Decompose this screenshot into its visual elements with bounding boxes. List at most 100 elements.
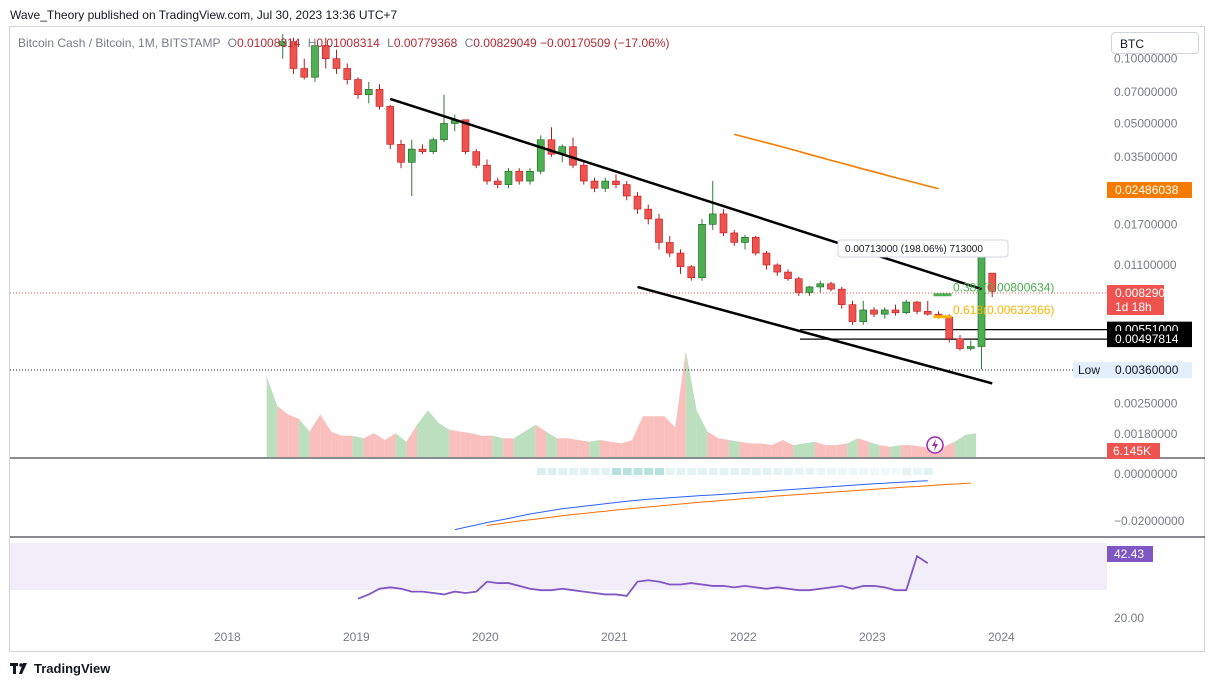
- chart-frame: [9, 26, 1205, 652]
- legend-close-label: C: [464, 36, 474, 50]
- macd-histogram-bar: [827, 468, 836, 475]
- candle-body: [966, 346, 975, 349]
- legend-open-label: O: [227, 36, 237, 50]
- macd-histogram-bar: [612, 468, 621, 475]
- candle-body: [461, 119, 470, 152]
- volume-area: [632, 416, 643, 457]
- candle-body: [300, 68, 309, 78]
- x-axis-tick-label: 2023: [859, 630, 886, 644]
- volume-area: [642, 416, 654, 457]
- volume-area: [847, 438, 858, 457]
- volume-area: [427, 410, 439, 457]
- volume-area: [470, 433, 482, 457]
- volume-area: [524, 424, 536, 457]
- candle-body: [719, 213, 728, 234]
- volume-area: [449, 429, 461, 457]
- footer-brand-text: TradingView: [34, 661, 111, 676]
- macd-histogram-bar: [569, 468, 578, 475]
- volume-area: [707, 431, 719, 457]
- volume-area: [309, 414, 321, 457]
- volume-area: [890, 445, 901, 457]
- volume-area: [438, 423, 450, 457]
- candle-body: [547, 139, 556, 155]
- candle-body: [859, 309, 868, 322]
- candle-body: [601, 180, 610, 189]
- volume-area: [406, 424, 418, 457]
- tradingview-logo-icon: [10, 662, 27, 674]
- volume-area: [954, 434, 966, 457]
- candle-body: [827, 283, 835, 290]
- measure-box: [837, 239, 1009, 258]
- candle-body: [504, 170, 513, 185]
- candle-body: [493, 180, 502, 185]
- volume-area: [696, 410, 708, 457]
- trendline-upper: [389, 97, 982, 291]
- macd-signal-line: [486, 482, 971, 526]
- moving-average-line: [734, 133, 939, 190]
- candle-body: [870, 309, 878, 315]
- candle-body: [794, 278, 803, 293]
- volume-area: [793, 443, 805, 457]
- candle-body: [665, 242, 674, 254]
- last-price-tag-label: 0.00829049: [1115, 286, 1179, 300]
- volume-area: [610, 441, 622, 457]
- volume-area: [825, 445, 837, 457]
- flash-icon-bolt: [932, 439, 938, 451]
- macd-histogram-bar: [859, 468, 869, 475]
- candle-body: [891, 309, 900, 314]
- x-axis-tick-label: 2018: [214, 630, 241, 644]
- y-axis-tick-label: 0.00180000: [1114, 427, 1178, 441]
- low-value-bg: [1107, 362, 1192, 378]
- candle-body: [515, 170, 524, 182]
- legend-change: −0.00170509 (−17.06%): [540, 36, 670, 50]
- ma-price-tag: [1107, 182, 1192, 198]
- macd-histogram-bar: [816, 468, 826, 475]
- volume-area: [771, 440, 783, 457]
- volume-area: [266, 376, 278, 457]
- main-pane: [10, 34, 1107, 457]
- macd-histogram-bar: [784, 468, 793, 475]
- macd-histogram-bar: [923, 468, 933, 475]
- volume-area: [868, 441, 880, 457]
- candle-body: [332, 58, 341, 69]
- legend-symbol[interactable]: Bitcoin Cash / Bitcoin, 1M, BITSTAMP: [18, 36, 221, 50]
- macd-histogram-bar: [805, 468, 815, 475]
- volume-area: [546, 431, 557, 457]
- candle-body: [945, 316, 954, 340]
- macd-histogram-bar: [536, 468, 546, 475]
- volume-area: [804, 441, 815, 457]
- volume-area: [363, 433, 375, 457]
- volume-area: [277, 406, 289, 457]
- macd-histogram-bar: [687, 468, 697, 475]
- candle-body: [816, 283, 825, 288]
- candle-body: [913, 301, 921, 312]
- volume-area: [374, 433, 385, 457]
- volume-area: [782, 440, 794, 457]
- volume-area: [879, 445, 891, 457]
- volume-area: [621, 440, 633, 457]
- flash-icon: [926, 436, 944, 454]
- currency-selector[interactable]: BTC: [1111, 32, 1199, 54]
- macd-histogram-bar: [579, 468, 589, 475]
- volume-tag-label: 6.145K: [1113, 444, 1151, 458]
- macd-histogram-bar: [870, 468, 879, 475]
- low-tag-label: Low: [1078, 363, 1100, 377]
- publisher-line: Wave_Theory published on TradingView.com…: [10, 8, 398, 22]
- volume-area: [578, 440, 590, 457]
- candle-body: [354, 79, 362, 96]
- candle-body: [343, 68, 352, 80]
- candle-body: [848, 304, 857, 322]
- volume-area: [320, 414, 332, 457]
- candle-body: [472, 151, 481, 166]
- horizontal-level-label: 0.00497814: [1115, 332, 1179, 346]
- candle-body: [483, 164, 491, 182]
- fib-level-label: 0.382(0.00800634): [953, 281, 1054, 295]
- candle-body: [590, 180, 599, 189]
- volume-area: [417, 410, 428, 457]
- volume-area: [492, 435, 504, 457]
- footer-brand[interactable]: TradingView: [10, 661, 110, 676]
- candle-body: [880, 309, 889, 315]
- macd-histogram-bar: [601, 468, 611, 475]
- candle-body: [311, 45, 319, 78]
